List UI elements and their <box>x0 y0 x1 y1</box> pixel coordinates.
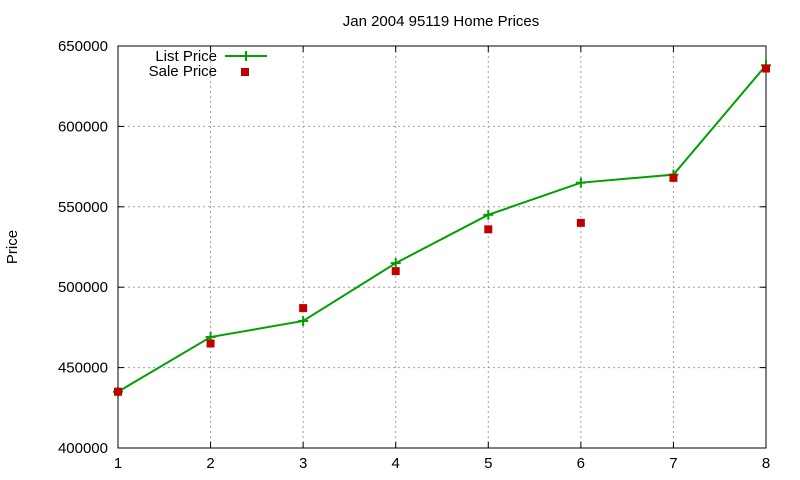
series-layer <box>113 60 771 397</box>
y-tick-label: 500000 <box>58 279 108 296</box>
legend-plus-glyph <box>241 51 251 61</box>
x-tick-label: 7 <box>669 455 677 472</box>
grid <box>118 46 766 448</box>
sale-price-point <box>669 173 678 182</box>
sale-price-point <box>762 64 770 73</box>
sale-price-point <box>206 339 215 348</box>
chart-title: Jan 2004 95119 Home Prices <box>343 13 540 30</box>
x-tick-label: 2 <box>206 455 214 472</box>
x-tick-label: 6 <box>577 455 585 472</box>
sale-price-point <box>484 225 493 234</box>
y-tick-label: 450000 <box>58 360 108 377</box>
y-axis-label: Price <box>4 230 21 264</box>
list-price-line <box>117 64 767 393</box>
legend-label-sale-price: Sale Price <box>149 63 217 80</box>
plot-frame <box>117 45 767 449</box>
legend-marker-sale-price <box>241 68 249 76</box>
y-tick-label: 400000 <box>58 440 108 457</box>
y-tick-label: 600000 <box>58 118 108 135</box>
legend: List Price Sale Price <box>149 48 267 80</box>
x-tick-label: 1 <box>114 455 122 472</box>
sale-price-point <box>391 267 400 276</box>
y-tick-label: 650000 <box>58 38 108 55</box>
list-price-point <box>390 258 401 269</box>
sale-price-point <box>299 304 308 313</box>
axis-ticks: 1 2 3 4 5 6 7 8 400000 450000 500000 550000 600000 65… <box>58 38 770 472</box>
list-price-point <box>298 315 309 326</box>
legend-marker-list-price <box>241 51 251 61</box>
x-tick-label: 5 <box>484 455 492 472</box>
list-price-point <box>483 209 494 220</box>
list-price-point <box>575 177 586 188</box>
x-tick-label: 4 <box>392 455 400 472</box>
legend-label-list-price: List Price <box>155 48 217 65</box>
sale-price-point <box>114 387 122 396</box>
x-tick-label: 8 <box>762 455 770 472</box>
x-tick-label: 3 <box>299 455 307 472</box>
sale-price-point <box>576 218 585 227</box>
y-tick-label: 550000 <box>58 199 108 216</box>
